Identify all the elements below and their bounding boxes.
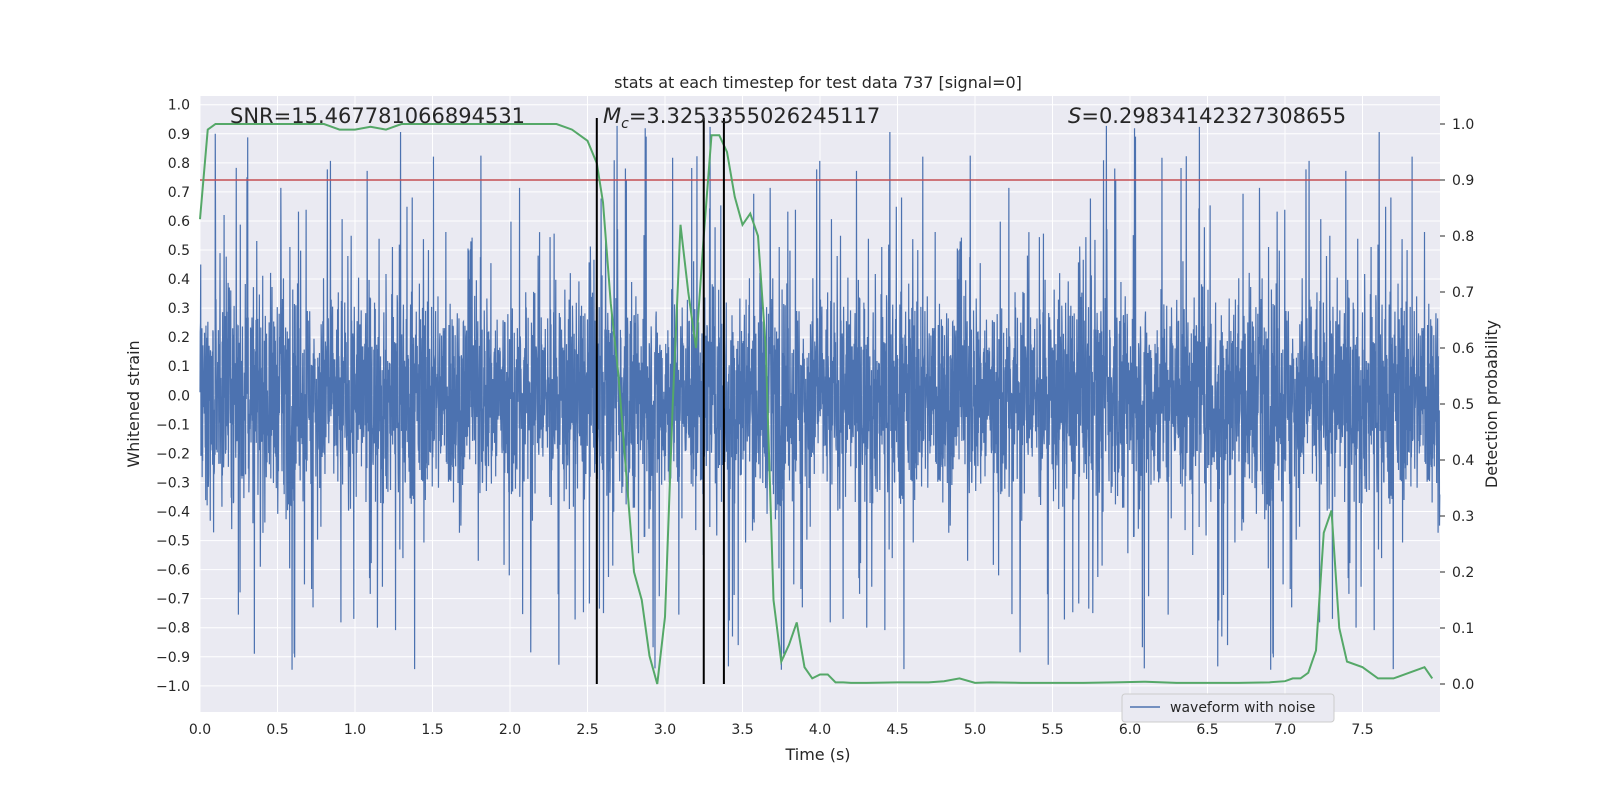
y-right-tick-label: 0.0 [1452, 677, 1474, 693]
y-left-tick-label: 0.0 [168, 388, 190, 404]
y-right-tick-labels: 1.0 0.9 0.8 0.7 0.6 0.5 0.4 0.3 0.2 0.1 0.0 [1440, 117, 1474, 693]
x-tick-label: 4.5 [886, 722, 908, 738]
x-tick-label: 5.0 [964, 722, 986, 738]
y-left-tick-label: −0.4 [156, 505, 190, 521]
event-lines [595, 118, 725, 684]
x-tick-label: 0.0 [189, 722, 211, 738]
probability-series [199, 123, 1434, 685]
legend-label-waveform: waveform with noise [1170, 700, 1315, 716]
y-right-axis-label: Detection probability [1482, 320, 1501, 488]
x-tick-label: 5.5 [1041, 722, 1063, 738]
x-tick-label: 6.5 [1196, 722, 1218, 738]
y-right-tick-label: 0.2 [1452, 565, 1474, 581]
s-symbol: S [1068, 104, 1081, 128]
y-right-tick-label: 0.3 [1452, 509, 1474, 525]
y-left-tick-label: 0.5 [168, 243, 190, 259]
chirp-mass-subscript: c [621, 116, 629, 132]
y-right-tick-label: 0.4 [1452, 453, 1474, 469]
x-axis-label: Time (s) [784, 745, 850, 764]
y-left-tick-label: 0.6 [168, 214, 190, 230]
y-left-tick-label: −0.7 [156, 592, 190, 608]
y-left-tick-label: 0.2 [168, 330, 190, 346]
waveform-series [199, 125, 1441, 670]
waveform-trace [199, 125, 1441, 670]
x-tick-labels: 0.0 0.5 1.0 1.5 2.0 2.5 3.0 3.5 4.0 4.5 5.0 5.5 6.0 6… [189, 722, 1374, 738]
chart-title: stats at each timestep for test data 737… [614, 73, 1022, 92]
y-left-tick-label: 0.1 [168, 359, 190, 375]
y-right-tick-label: 0.8 [1452, 229, 1474, 245]
y-left-tick-label: −0.9 [156, 650, 190, 666]
y-right-tick-label: 0.6 [1452, 341, 1474, 357]
y-left-tick-label: −0.1 [156, 417, 190, 433]
x-tick-label: 4.0 [809, 722, 831, 738]
y-left-tick-label: 0.8 [168, 156, 190, 172]
probability-trace [199, 123, 1434, 685]
chirp-mass-annotation: Mc=3.3253355026245117 [603, 104, 880, 132]
x-tick-label: 6.0 [1119, 722, 1141, 738]
x-tick-label: 1.0 [344, 722, 366, 738]
x-tick-label: 7.5 [1351, 722, 1373, 738]
y-left-tick-label: 0.9 [168, 127, 190, 143]
y-right-tick-label: 0.7 [1452, 285, 1474, 301]
chirp-mass-symbol: M [603, 104, 621, 128]
x-tick-label: 2.5 [576, 722, 598, 738]
legend: waveform with noise [1121, 693, 1335, 723]
y-left-tick-label: 0.4 [168, 272, 190, 288]
x-tick-label: 3.5 [731, 722, 753, 738]
y-right-tick-label: 0.5 [1452, 397, 1474, 413]
y-right-tick-label: 0.9 [1452, 173, 1474, 189]
y-left-tick-label: −0.2 [156, 446, 190, 462]
s-annotation: S=0.29834142327308655 [1068, 104, 1346, 128]
legend-box [1121, 693, 1335, 723]
x-tick-label: 7.0 [1274, 722, 1296, 738]
chirp-mass-value: =3.3253355026245117 [629, 104, 880, 128]
y-left-tick-label: −0.6 [156, 563, 190, 579]
y-left-tick-label: −0.8 [156, 621, 190, 637]
y-right-tick-label: 1.0 [1452, 117, 1474, 133]
y-left-tick-label: −0.5 [156, 534, 190, 550]
snr-annotation: SNR=15.467781066894531 [230, 104, 525, 128]
y-left-tick-label: 0.3 [168, 301, 190, 317]
s-value: =0.29834142327308655 [1081, 104, 1346, 128]
x-tick-label: 3.0 [654, 722, 676, 738]
y-left-tick-label: −0.3 [156, 475, 190, 491]
y-right-tick-label: 0.1 [1452, 621, 1474, 637]
y-left-tick-label: 0.7 [168, 185, 190, 201]
y-left-tick-labels: 1.0 0.9 0.8 0.7 0.6 0.5 0.4 0.3 0.2 0.1 0.0 −0.1 −0.… [156, 98, 190, 695]
x-tick-label: 1.5 [421, 722, 443, 738]
y-left-tick-label: −1.0 [156, 679, 190, 695]
x-tick-label: 2.0 [499, 722, 521, 738]
y-left-axis-label: Whitened strain [124, 340, 143, 467]
x-tick-label: 0.5 [266, 722, 288, 738]
y-left-tick-label: 1.0 [168, 98, 190, 114]
